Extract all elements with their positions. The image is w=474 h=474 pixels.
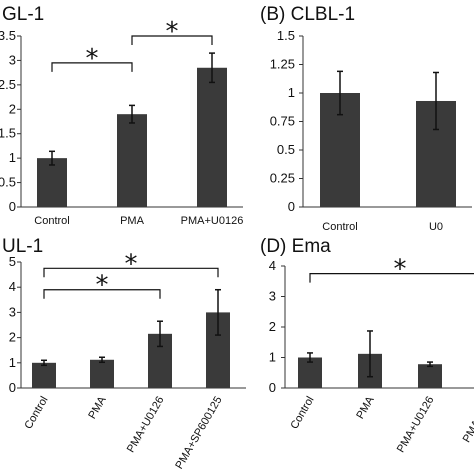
y-tick-label: 2 [9,101,16,116]
panel-c-title: UL-1 [2,236,43,257]
y-tick-label: 1 [269,350,276,365]
panel-b-plot: 0 0.25 0.5 0.75 1 1.25 1.5 Control U0 [270,28,472,233]
bar [117,114,147,207]
category-label: PMA+U0126 [181,215,244,227]
y-tick-label: 5 [9,254,16,269]
y-tick-label: 2 [269,319,276,334]
y-tick-label: 0.75 [270,114,295,129]
y-tick-label: 1 [9,355,16,370]
bar [197,67,227,207]
category-label: Control [322,221,357,233]
y-tick-label: 0.25 [270,171,295,186]
y-tick-label: 0.5 [0,175,16,190]
category-label: PMA+U0126 [395,395,437,455]
y-tick-label: 3 [9,52,16,67]
significance-bracket [51,62,133,72]
category-label: PMA+SP600125 [173,395,224,472]
category-label: PMA [354,394,377,421]
y-tick-label: 1 [288,85,295,100]
category-label: Control [22,395,50,432]
y-tick-label: 0 [288,199,295,214]
panel-d-title: (D) Ema [260,236,331,257]
category-label: PMA+U0126 [125,395,167,455]
y-tick-label: 0 [9,380,16,395]
bar [90,359,114,388]
significance-star: * [96,271,109,301]
significance-bracket [309,273,474,283]
y-tick-label: 4 [269,258,276,273]
panel-c: UL-1 0 1 2 3 4 5 Control PMA PMA+U0126 PMA+SP6001… [2,236,246,471]
panel-a-title: GL-1 [2,4,44,25]
significance-star: * [166,17,179,47]
panel-a-plot: 0 0.5 1 1.5 2 2.5 3 3.5 Control PMA PMA+U0126 * * [0,17,243,227]
significance-star: * [86,44,99,74]
panel-d: (D) Ema 0 1 2 3 4 Control PMA PMA+U0126 PMA+SP6 * [260,236,474,455]
significance-bracket [43,289,161,299]
significance-bracket [131,35,213,45]
y-tick-label: 4 [9,279,16,294]
category-label: PMA [86,394,109,421]
category-label: U0 [429,221,443,233]
category-label: Control [288,395,316,432]
y-tick-label: 1.5 [0,126,16,141]
bar [418,364,442,388]
y-tick-label: 0 [269,380,276,395]
bar [37,158,67,207]
y-tick-label: 2.5 [0,77,16,92]
y-tick-label: 3.5 [0,28,16,43]
y-tick-label: 3 [9,304,16,319]
panel-b: (B) CLBL-1 0 0.25 0.5 0.75 1 1.25 1.5 Control U0 [260,4,472,233]
y-tick-label: 1.5 [277,28,295,43]
y-tick-label: 0.5 [277,142,295,157]
significance-bracket [43,267,219,278]
panel-b-title: (B) CLBL-1 [260,4,355,25]
panel-d-plot: 0 1 2 3 4 Control PMA PMA+U0126 PMA+SP6 * [269,255,474,455]
bar [32,362,56,388]
y-tick-label: 3 [269,289,276,304]
y-tick-label: 1.25 [270,57,295,72]
panel-a: GL-1 0 0.5 1 1.5 2 2.5 3 3.5 Control PMA PMA+U0126… [0,4,243,227]
significance-star: * [125,249,138,279]
category-label: PMA [120,215,145,227]
category-label: Control [34,215,69,227]
y-tick-label: 0 [9,199,16,214]
panel-c-plot: 0 1 2 3 4 5 Control PMA PMA+U0126 PMA+SP600125 * * [9,249,246,471]
significance-star: * [394,255,407,285]
y-tick-label: 2 [9,330,16,345]
category-label: PMA+SP6 [461,395,474,445]
y-tick-label: 1 [9,150,16,165]
